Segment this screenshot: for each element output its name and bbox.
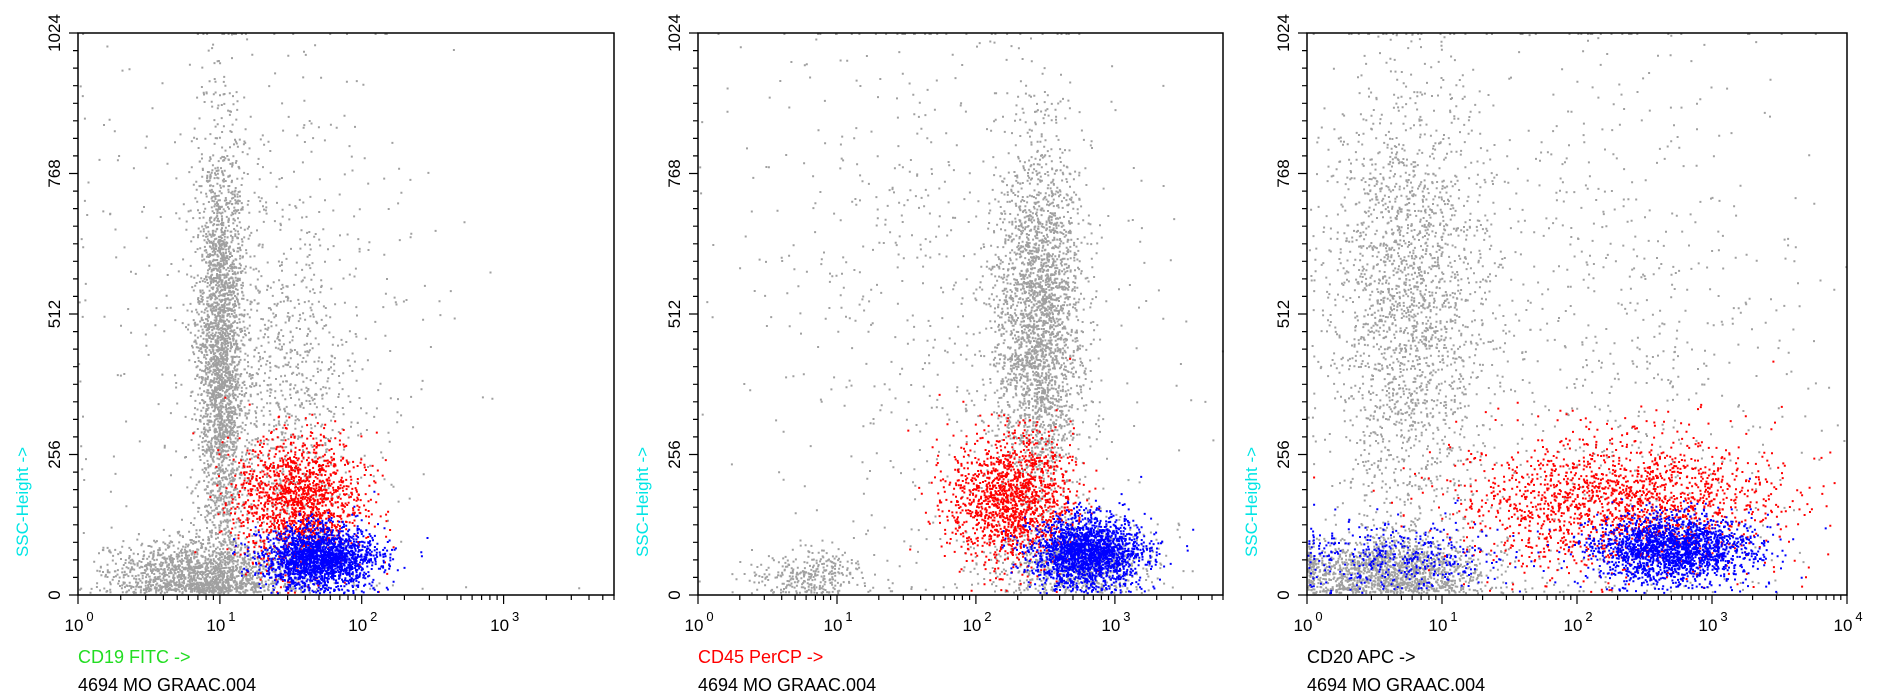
y-tick-label-0: 0 [45,590,64,599]
x-tick-label: 10 [1429,616,1448,635]
x-tick-label: 10 [65,616,84,635]
sample-name: 4694 MO GRAAC.004 [1307,675,1485,695]
scatter-panel-cd20: 0 256 512 768 1024 10 0 10 1 10 2 10 3 10 4 SSC-H… [1242,14,1863,695]
scatter-panel-cd19: 0 256 512 768 1024 10 0 10 1 10 2 10 3 SSC-Heig… [13,14,615,695]
scatter-points [698,33,1224,595]
y-tick-label-512: 512 [1274,300,1293,328]
x-tick-label: 10 [348,616,367,635]
y-tick-label-512: 512 [45,300,64,328]
x-tick-exponent: 0 [1315,609,1322,624]
y-tick-label-1024: 1024 [45,14,64,52]
x-tick-label: 10 [206,616,225,635]
series-points-1 [907,357,1106,593]
y-tick-label-256: 256 [45,440,64,468]
y-tick-label-512: 512 [665,300,684,328]
y-axis-label: SSC-Height -> [1242,447,1261,557]
y-tick-label-1024: 1024 [1274,14,1293,52]
x-tick-labels: 10 0 10 1 10 2 10 3 [65,609,520,635]
x-tick-exponent: 1 [845,609,852,624]
x-tick-exponent: 2 [370,609,377,624]
x-axis-label: CD19 FITC -> [78,647,191,667]
x-tick-label: 10 [1699,616,1718,635]
axis-ticks [69,32,615,604]
x-tick-exponent: 3 [1123,609,1130,624]
x-tick-labels: 10 0 10 1 10 2 10 3 [685,609,1131,635]
series-points-0 [698,33,1224,595]
x-axis-label: CD45 PerCP -> [698,647,823,667]
axis-ticks [1298,32,1848,604]
x-tick-exponent: 0 [86,609,93,624]
y-axis-label: SSC-Height -> [633,447,652,557]
y-tick-label-768: 768 [665,159,684,187]
sample-name: 4694 MO GRAAC.004 [78,675,256,695]
x-tick-exponent: 1 [1450,609,1457,624]
x-tick-label: 10 [490,616,509,635]
x-tick-exponent: 3 [1720,609,1727,624]
series-points-1 [1313,360,1836,593]
scatter-panel-cd45: 0 256 512 768 1024 10 0 10 1 10 2 10 3 SSC-Heig… [633,14,1224,695]
x-tick-label: 10 [1101,616,1120,635]
y-tick-label-1024: 1024 [665,14,684,52]
series-points-2 [1001,475,1195,595]
series-points-2 [232,490,429,595]
plot-frame [1306,32,1848,596]
tick-marks [1298,32,1848,604]
series-points-0 [78,33,581,595]
y-tick-label-256: 256 [665,440,684,468]
series-points-1 [192,396,395,594]
y-tick-label-768: 768 [1274,159,1293,187]
x-tick-exponent: 1 [228,609,235,624]
x-tick-label: 10 [823,616,842,635]
x-tick-exponent: 4 [1855,609,1862,624]
y-tick-label-0: 0 [1274,590,1293,599]
x-tick-label: 10 [1834,616,1853,635]
scatter-points [1307,33,1848,595]
x-tick-labels: 10 0 10 1 10 2 10 3 10 4 [1294,609,1863,635]
x-tick-exponent: 0 [706,609,713,624]
series-points-0 [1307,33,1848,595]
y-tick-label-256: 256 [1274,440,1293,468]
axis-ticks [689,32,1224,604]
x-tick-label: 10 [962,616,981,635]
tick-marks [69,32,615,604]
x-tick-exponent: 2 [984,609,991,624]
tick-marks [689,32,1224,604]
plot-frame [697,32,1224,596]
y-tick-label-0: 0 [665,590,684,599]
plot-frame [77,32,615,596]
scatter-points [78,33,581,595]
x-tick-label: 10 [1564,616,1583,635]
sample-name: 4694 MO GRAAC.004 [698,675,876,695]
x-tick-exponent: 2 [1585,609,1592,624]
y-tick-label-768: 768 [45,159,64,187]
x-tick-label: 10 [685,616,704,635]
x-axis-label: CD20 APC -> [1307,647,1416,667]
x-tick-exponent: 3 [512,609,519,624]
y-axis-label: SSC-Height -> [13,447,32,557]
x-tick-label: 10 [1294,616,1313,635]
